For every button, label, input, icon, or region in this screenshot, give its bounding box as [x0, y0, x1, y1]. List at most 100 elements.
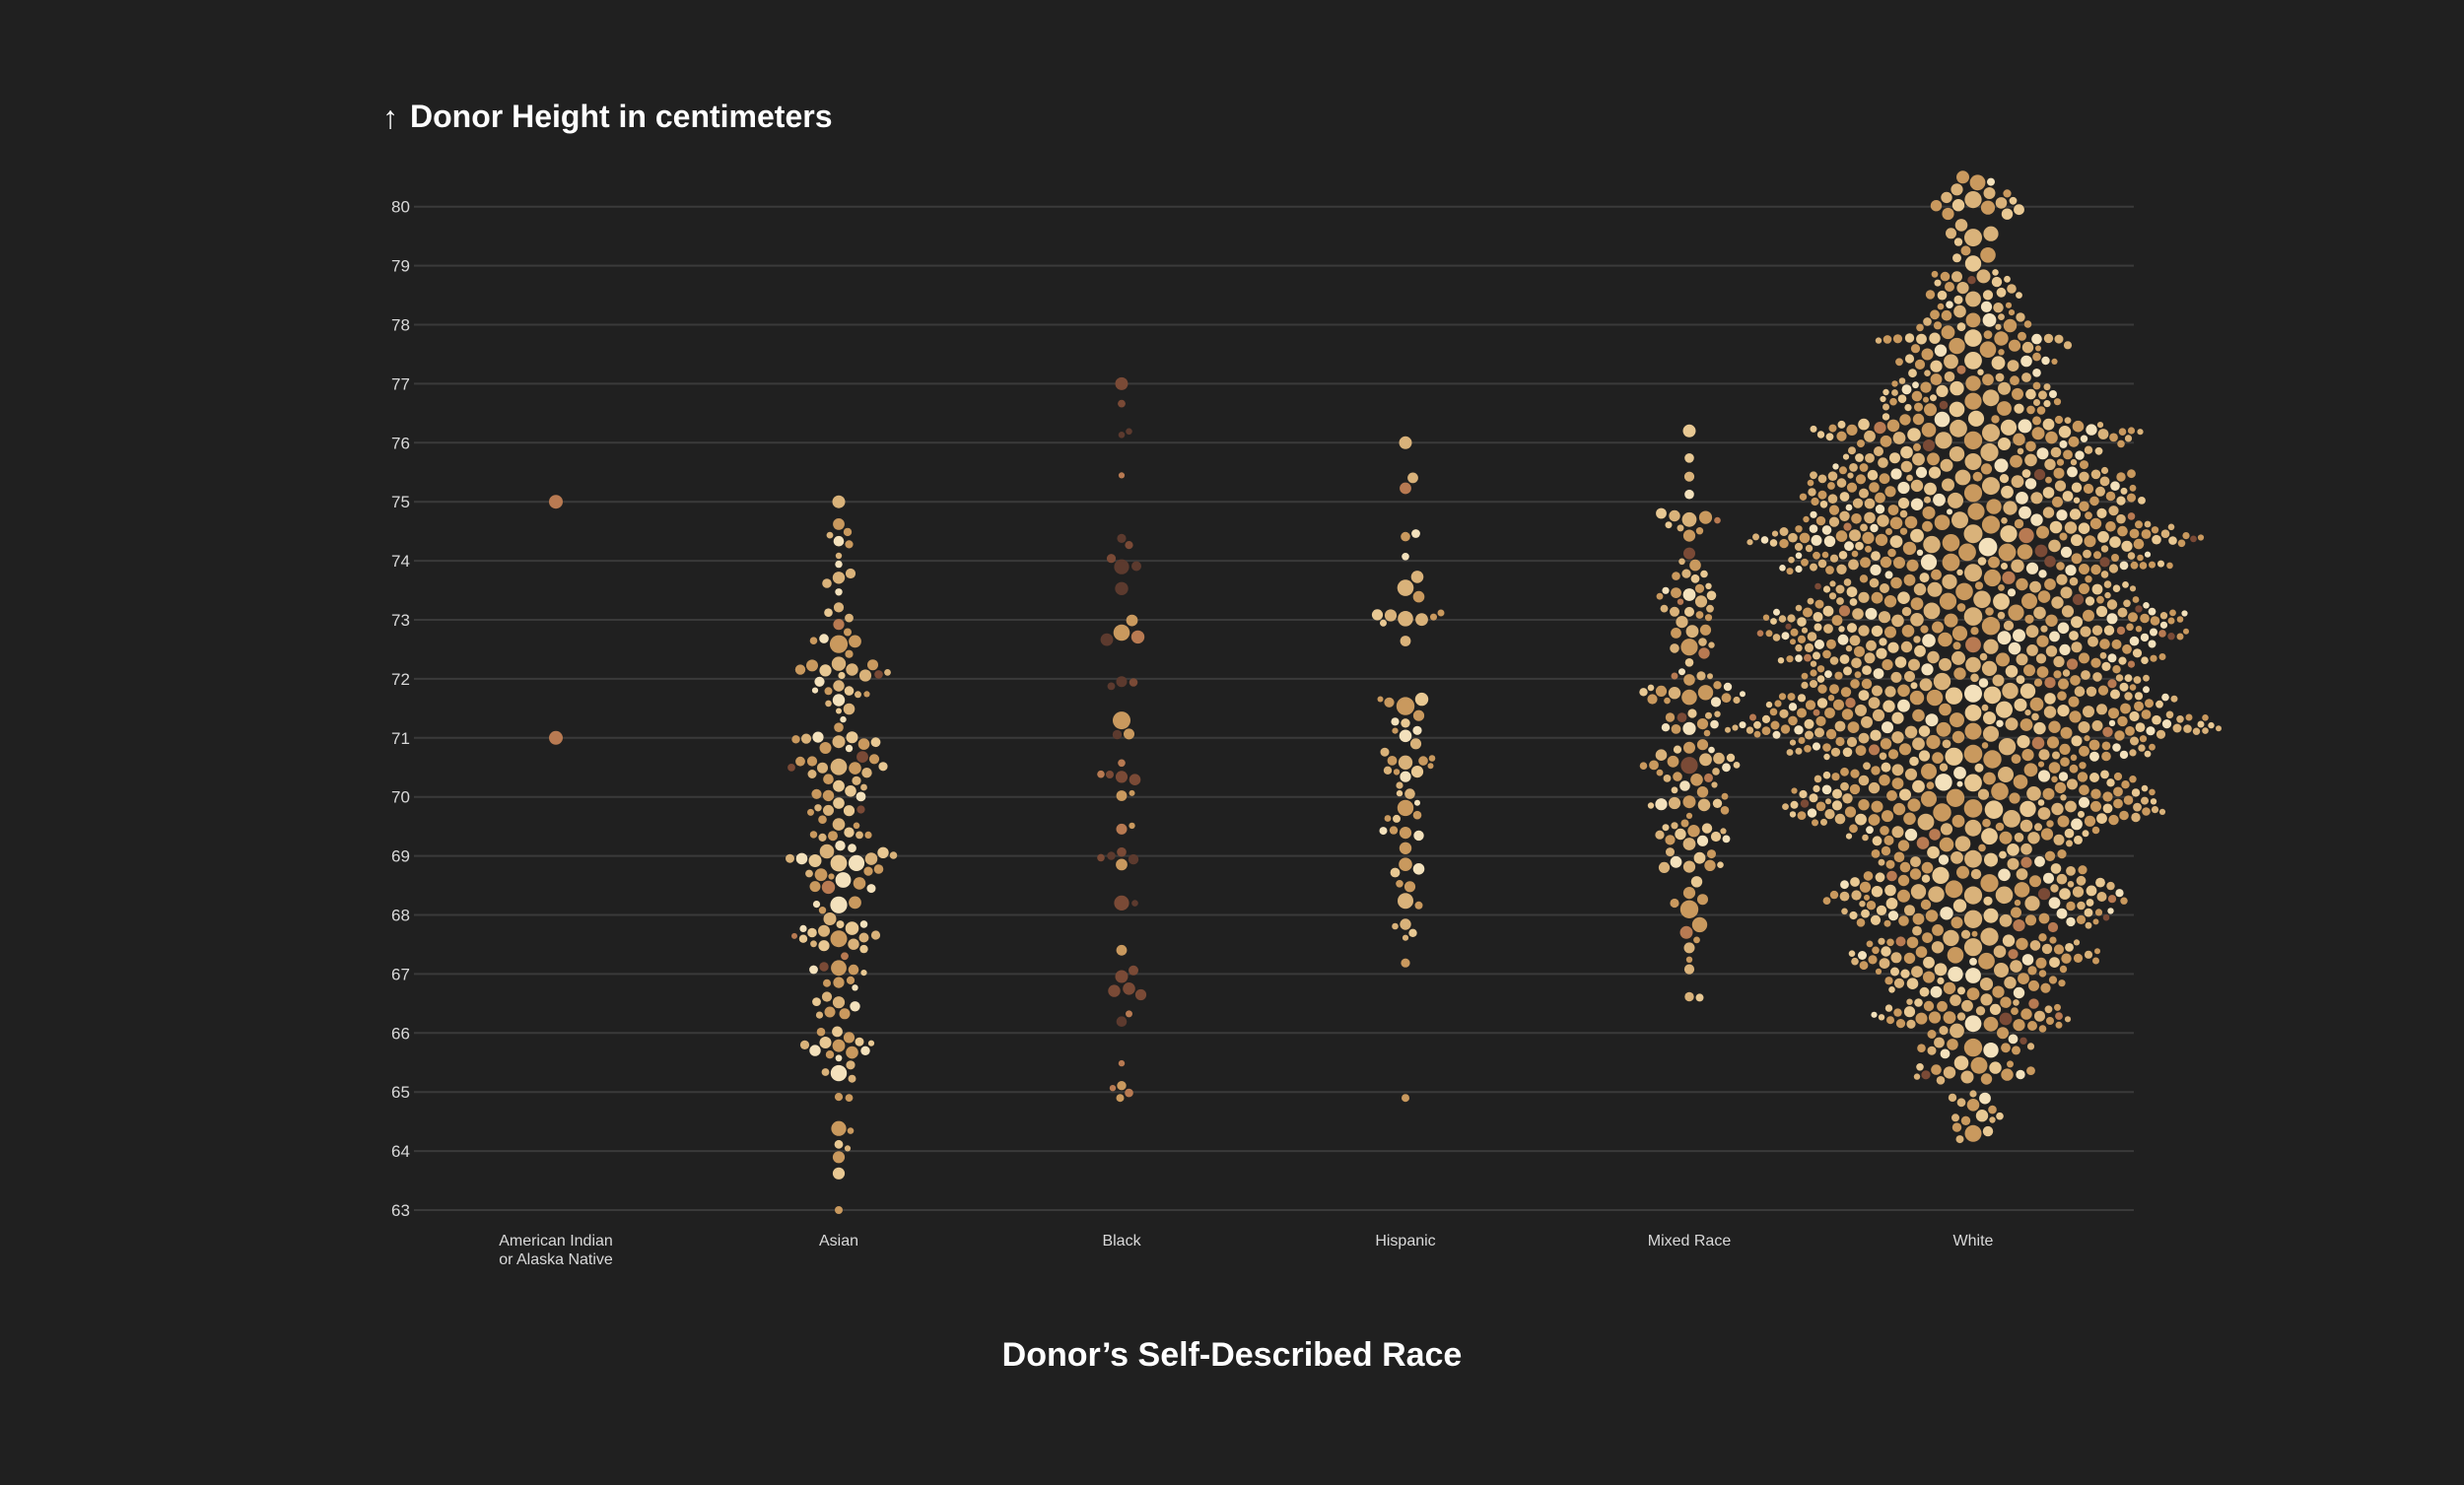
data-point — [2023, 320, 2032, 328]
data-point — [1887, 505, 1899, 515]
data-point — [1661, 723, 1671, 732]
data-point — [1822, 771, 1831, 779]
data-point — [1872, 685, 1882, 697]
data-point — [1126, 428, 1132, 436]
data-point — [2066, 866, 2076, 876]
y-axis-title: Donor Height in centimeters — [410, 99, 833, 134]
data-point — [1979, 652, 1988, 661]
data-point — [1906, 559, 1919, 572]
data-point — [1878, 937, 1885, 945]
data-point — [1668, 796, 1681, 810]
data-point — [1690, 574, 1700, 583]
data-point — [1841, 908, 1848, 915]
data-point — [1891, 764, 1904, 776]
data-point — [1981, 742, 1989, 749]
data-point — [1399, 857, 1412, 871]
data-point — [2129, 585, 2137, 592]
data-point — [2078, 865, 2088, 875]
data-point — [2032, 381, 2041, 390]
data-point — [1939, 1026, 1949, 1036]
data-point — [1779, 709, 1789, 718]
data-point — [1656, 769, 1664, 776]
data-point — [2044, 578, 2056, 590]
data-point — [1941, 325, 1955, 340]
data-point — [1848, 559, 1859, 571]
data-point — [1912, 925, 1922, 936]
data-point — [1396, 781, 1403, 789]
data-point — [2101, 661, 2111, 672]
data-point — [1963, 607, 1983, 626]
data-point — [2140, 613, 2150, 624]
data-point — [2043, 706, 2057, 718]
data-point — [1989, 1116, 1996, 1123]
data-point — [1889, 452, 1900, 464]
data-point — [1898, 915, 1909, 926]
data-point — [1825, 566, 1834, 574]
data-point — [2049, 957, 2060, 968]
data-point — [2011, 1007, 2019, 1015]
data-point — [1985, 607, 1994, 616]
data-point — [1887, 641, 1899, 653]
data-point — [2127, 552, 2136, 560]
data-point — [2024, 453, 2037, 467]
data-point — [1821, 551, 1829, 559]
data-point — [1391, 717, 1400, 726]
data-point — [1943, 981, 1956, 994]
data-point — [1950, 1023, 1964, 1039]
data-point — [1953, 1055, 1969, 1070]
data-point — [2001, 1043, 2011, 1053]
data-point — [1996, 287, 2007, 298]
data-point — [1951, 183, 1963, 196]
data-point — [2134, 692, 2144, 701]
data-point — [1722, 835, 1731, 844]
data-point — [846, 1060, 856, 1070]
data-point — [2100, 545, 2109, 553]
data-point — [1117, 533, 1127, 544]
data-point — [1921, 663, 1934, 676]
data-point — [1969, 1090, 1977, 1098]
data-point — [1890, 468, 1902, 480]
data-point — [2084, 908, 2093, 917]
data-point — [2172, 723, 2182, 733]
y-tick-label: 70 — [391, 788, 410, 807]
data-point — [1773, 608, 1780, 616]
data-point — [2116, 626, 2126, 636]
data-point — [2045, 614, 2058, 627]
data-point — [1964, 229, 1982, 247]
data-point — [1893, 978, 1905, 988]
data-point — [1923, 535, 1941, 554]
data-point — [2000, 419, 2018, 436]
data-point — [1915, 466, 1928, 478]
data-point — [1864, 652, 1876, 664]
data-point — [1886, 938, 1894, 947]
data-point — [2020, 355, 2032, 368]
data-point — [1927, 581, 1943, 597]
y-tick-label: 65 — [391, 1083, 410, 1102]
data-point — [1399, 436, 1412, 449]
data-point — [1964, 392, 1982, 410]
data-point — [1991, 415, 2000, 424]
data-point — [1902, 541, 1917, 556]
data-point — [1685, 625, 1699, 639]
data-point — [2182, 532, 2190, 540]
data-point — [1708, 746, 1715, 754]
data-point — [1982, 290, 1994, 301]
data-point — [1941, 309, 1952, 321]
data-point — [2108, 708, 2119, 719]
data-point — [2058, 426, 2072, 439]
data-point — [1907, 428, 1921, 441]
data-point — [1983, 711, 1996, 725]
data-point — [1931, 941, 1945, 954]
data-point — [812, 731, 824, 743]
data-point — [832, 495, 846, 508]
data-point — [2071, 553, 2083, 565]
data-point — [2108, 814, 2119, 826]
data-point — [1875, 337, 1882, 344]
data-point — [1865, 453, 1875, 463]
data-point — [828, 873, 835, 880]
data-point — [1794, 542, 1804, 552]
data-point — [2059, 643, 2071, 656]
data-point — [2059, 439, 2068, 448]
data-point — [1927, 452, 1940, 466]
data-point — [2088, 636, 2098, 647]
